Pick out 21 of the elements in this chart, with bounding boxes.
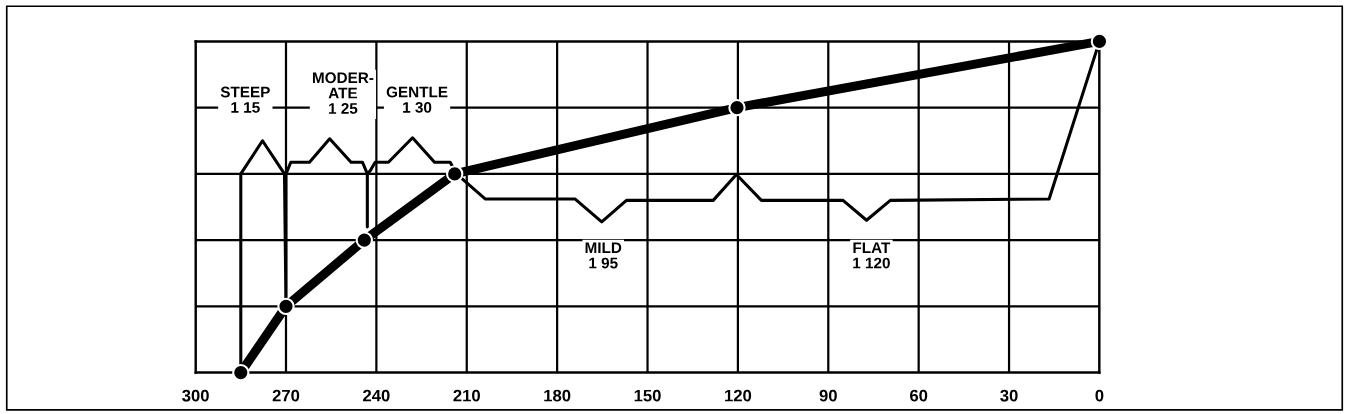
annotation: STEEP 1 15 — [220, 86, 270, 113]
point — [232, 363, 250, 382]
x-tick-label: 30 — [1000, 389, 1018, 402]
point — [355, 231, 373, 249]
x-tick-label: 120 — [725, 389, 752, 402]
x-tick-label: 180 — [544, 389, 571, 402]
x-tick-label: 270 — [272, 389, 300, 402]
x-tick-label: 210 — [453, 389, 480, 402]
annotation: GENTLE 1 30 — [386, 86, 448, 113]
point — [446, 165, 464, 183]
x-tick-label: 300 — [182, 389, 209, 402]
x-tick-label: 0 — [1095, 389, 1104, 402]
annotation: MILD 1 95 — [585, 242, 622, 269]
x-tick-label: 240 — [363, 389, 390, 402]
annotation: MODER- ATE 1 25 — [312, 72, 374, 114]
annotation: FLAT 1 120 — [853, 242, 891, 269]
x-tick-label: 150 — [634, 389, 661, 402]
x-tick-label: 90 — [819, 389, 837, 402]
point — [728, 98, 746, 117]
x-tick-label: 60 — [910, 389, 928, 402]
point — [277, 297, 295, 316]
